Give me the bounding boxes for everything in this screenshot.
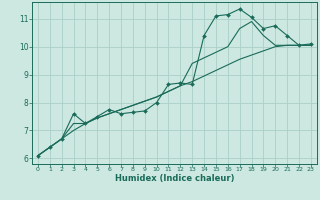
X-axis label: Humidex (Indice chaleur): Humidex (Indice chaleur) (115, 174, 234, 183)
